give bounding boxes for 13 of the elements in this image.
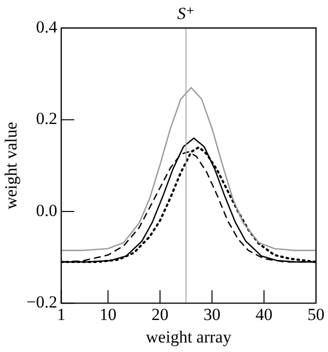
x-tick-label: 10	[100, 304, 117, 324]
x-tick-label: 30	[204, 304, 221, 324]
x-axis-title: weight array	[146, 327, 232, 346]
y-tick-label: 0.0	[36, 200, 58, 220]
y-tick-label: 0.2	[36, 109, 58, 128]
y-axis-title: weight value	[2, 122, 21, 210]
ref-line-label: S⁺	[177, 4, 195, 23]
x-tick-label: 40	[256, 304, 273, 324]
x-tick-label: 1	[56, 304, 66, 324]
x-tick-label: 20	[152, 304, 169, 324]
y-tick-label: 0.4	[36, 17, 58, 36]
y-tick-label: −0.2	[26, 292, 58, 312]
x-tick-label: 50	[308, 304, 324, 324]
